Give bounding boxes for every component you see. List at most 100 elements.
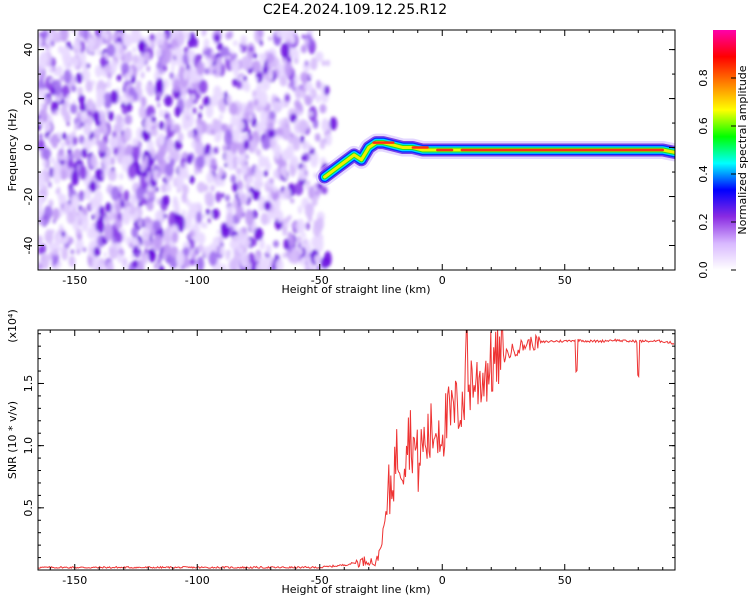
noise-blob [86,115,94,126]
noise-blob [94,36,102,49]
noise-blob [176,31,185,46]
noise-blob [43,102,48,111]
noise-blob [226,55,231,60]
noise-blob [138,201,143,208]
noise-blob [99,263,105,270]
noise-blob [108,247,119,260]
noise-blob [274,253,279,261]
noise-blob [191,139,197,149]
spectrogram-ytick-label: -20 [22,188,35,206]
noise-blob [253,178,262,191]
noise-blob [265,244,272,254]
noise-blob [226,94,232,105]
noise-blob [249,114,253,120]
noise-blob [81,70,86,76]
noise-blob [232,198,239,210]
noise-blob [225,31,232,40]
noise-blob [105,108,109,115]
noise-blob [189,230,194,239]
noise-blob [259,39,263,47]
noise-blob [210,157,217,167]
noise-blob [304,94,313,106]
noise-blob [100,30,105,38]
noise-blob [149,39,156,49]
noise-blob [103,251,107,258]
noise-blob [140,96,147,108]
noise-blob [49,167,55,178]
noise-blob [196,155,206,169]
noise-blob [186,154,193,165]
noise-blob [251,238,257,247]
noise-blob [56,233,63,245]
noise-blob [75,237,84,253]
noise-blob [214,134,221,143]
noise-blob [259,53,266,64]
noise-blob [138,105,146,119]
noise-blob [70,194,80,209]
noise-blob [301,154,308,162]
noise-blob [66,121,70,127]
noise-blob [38,53,47,70]
noise-blob [42,30,48,39]
noise-blob [148,249,156,263]
noise-blob [295,218,305,235]
noise-blob [268,256,274,262]
noise-blob [123,190,130,202]
noise-blob [195,141,205,156]
noise-blob [267,211,273,221]
noise-blob [128,203,136,215]
noise-blob [132,46,137,54]
noise-blob [117,253,123,263]
noise-blob [189,68,199,84]
noise-blob [246,100,255,114]
noise-blob [60,98,65,105]
noise-blob [121,155,131,173]
noise-blob [300,44,308,54]
noise-blob [44,36,52,45]
noise-blob [81,61,89,71]
noise-blob [239,134,245,142]
noise-blob [243,139,250,150]
noise-blob [228,123,234,131]
colorbar-tick-label: 0.2 [697,213,710,231]
noise-blob [298,110,302,117]
noise-blob [38,235,43,246]
noise-blob [108,211,115,222]
noise-blob [230,58,240,73]
noise-blob [104,31,109,41]
noise-blob [204,68,210,75]
noise-blob [79,165,88,180]
noise-blob [131,143,141,162]
noise-blob [78,134,85,145]
noise-blob [240,153,247,165]
noise-blob [130,254,134,260]
noise-blob [276,210,284,223]
noise-blob [157,253,161,260]
noise-blob [45,234,51,243]
spectrogram-x-label: Height of straight line (km) [281,283,430,296]
spectral-ridge [315,133,675,186]
snr-x-axis: -150 -100 -50 0 50 [49,330,664,587]
noise-blob [110,59,118,73]
noise-blob [315,94,321,104]
noise-blob [289,113,298,123]
noise-blob [288,137,293,145]
snr-panel: -150 -100 -50 0 50 0.5 1.0 1.5 Height of strai… [6,309,676,596]
colorbar-label: Normalized spectral amplitude [736,65,749,234]
noise-blob [99,56,107,68]
noise-blob [38,217,45,226]
noise-blob [43,121,52,133]
noise-blob [132,54,140,65]
noise-blob [275,30,284,38]
noise-blob [184,171,190,180]
snr-xtick-label: 0 [439,574,446,587]
noise-blob [165,182,172,193]
noise-blob [183,161,187,168]
noise-blob [329,116,338,131]
noise-blob [146,200,154,211]
noise-blob [105,80,112,89]
noise-blob [238,46,242,52]
noise-blob [118,172,124,180]
noise-blob [188,202,199,215]
